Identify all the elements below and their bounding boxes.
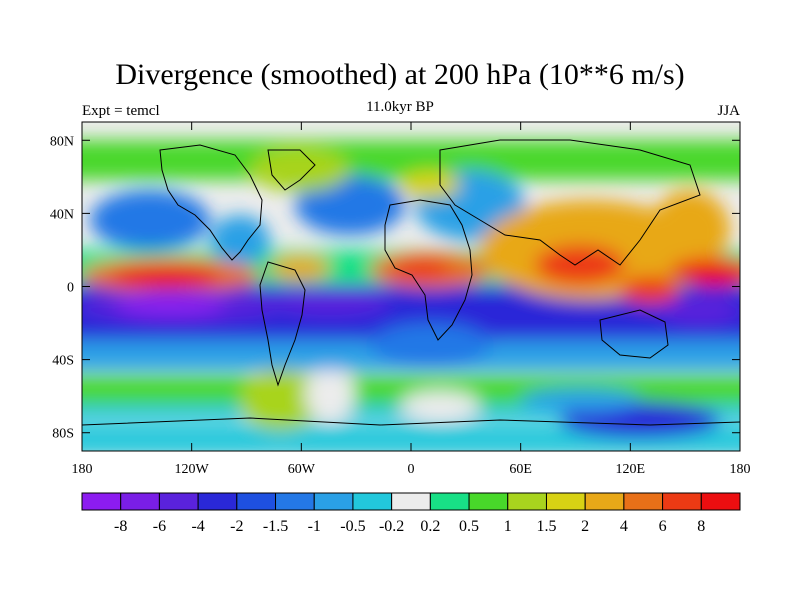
colorbar-swatch	[275, 492, 315, 511]
coastlines	[82, 139, 740, 426]
colorbar-swatch	[623, 492, 664, 511]
experiment-label: Expt = temcl	[82, 103, 160, 119]
colorbar-swatch	[545, 492, 586, 511]
colorbar-label: -0.5	[340, 518, 365, 535]
season-label: JJA	[717, 103, 740, 119]
colorbar-swatch	[313, 492, 354, 511]
period-label: 11.0kyr BP	[366, 99, 434, 115]
colorbar-swatch	[700, 492, 741, 511]
x-tick-label: 180	[72, 462, 93, 477]
map-panel	[82, 122, 740, 451]
colorbar-swatch	[468, 492, 509, 511]
colorbar-label: -0.2	[379, 518, 404, 535]
axis-labels: 180 120W 60W 0 60E 120E 180 80N 40N 0 40S 80S	[50, 134, 751, 477]
colorbar: -8 -6 -4 -2 -1.5 -1 -0.5 -0.2 0.2 0.5 1 1.5 2 4 6 8	[81, 492, 741, 535]
colorbar-label: 8	[697, 518, 705, 535]
y-tick-label: 40N	[50, 207, 74, 222]
colorbar-swatch	[236, 492, 277, 511]
colorbar-swatch	[158, 492, 199, 511]
colorbar-swatch	[81, 492, 122, 511]
colorbar-label: 6	[659, 518, 667, 535]
colorbar-swatch	[584, 492, 625, 511]
y-tick-label: 80N	[50, 134, 74, 149]
colorbar-swatch	[197, 492, 238, 511]
colorbar-label: -6	[153, 518, 166, 535]
y-tick-label: 40S	[52, 354, 74, 369]
colorbar-swatch	[429, 492, 470, 511]
colorbar-label: 1	[504, 518, 512, 535]
colorbar-label: 1.5	[536, 518, 556, 535]
colorbar-swatch	[120, 492, 160, 511]
x-tick-label: 120E	[616, 462, 646, 477]
colorbar-label: 0.5	[459, 518, 479, 535]
x-tick-label: 0	[408, 462, 415, 477]
chart-title: Divergence (smoothed) at 200 hPa (10**6 …	[115, 58, 685, 91]
x-tick-label: 60E	[509, 462, 532, 477]
colorbar-label: 4	[620, 518, 628, 535]
colorbar-label: -2	[230, 518, 243, 535]
colorbar-label: -4	[191, 518, 204, 535]
colorbar-label: -1.5	[263, 518, 288, 535]
colorbar-label: -8	[114, 518, 127, 535]
x-tick-label: 180	[730, 462, 751, 477]
x-tick-label: 120W	[175, 462, 210, 477]
colorbar-swatch	[352, 492, 393, 511]
colorbar-label: 0.2	[420, 518, 440, 535]
colorbar-swatch	[391, 492, 431, 511]
axis-ticks	[81, 122, 741, 451]
x-tick-label: 60W	[288, 462, 316, 477]
y-tick-label: 80S	[52, 427, 74, 442]
colorbar-label: -1	[308, 518, 321, 535]
colorbar-label: 2	[581, 518, 589, 535]
y-tick-label: 0	[67, 281, 74, 296]
colorbar-swatch	[662, 492, 702, 511]
colorbar-swatch	[507, 492, 547, 511]
